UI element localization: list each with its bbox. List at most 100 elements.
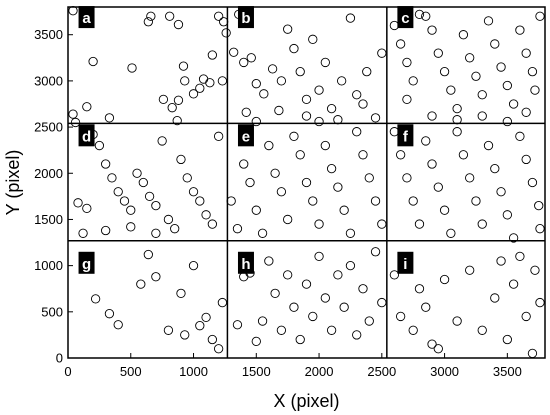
- data-point: [458, 150, 469, 160]
- data-point: [176, 288, 186, 298]
- data-point: [458, 30, 469, 40]
- y-axis-ticks: 0 500 1000 1500 2000 2500 3000 3500: [34, 27, 73, 366]
- data-point: [136, 279, 146, 289]
- data-point: [395, 39, 406, 49]
- data-point: [239, 57, 249, 68]
- x-tick-label: 0: [64, 364, 71, 379]
- data-point: [207, 50, 218, 60]
- data-point: [465, 173, 475, 183]
- data-point: [333, 115, 343, 125]
- data-point: [270, 288, 280, 298]
- data-point: [232, 320, 243, 330]
- data-point: [276, 76, 287, 86]
- x-tick-label: 1000: [179, 364, 208, 379]
- data-point: [180, 76, 190, 86]
- data-point: [144, 191, 155, 202]
- data-point: [452, 127, 462, 137]
- data-point: [178, 61, 189, 71]
- data-point: [173, 19, 184, 30]
- panel-label-text: b: [241, 10, 250, 27]
- data-point: [289, 43, 299, 54]
- data-point: [339, 302, 349, 312]
- data-point: [94, 140, 105, 151]
- data-point: [283, 24, 293, 34]
- data-point: [515, 25, 525, 35]
- panel-label-box: [397, 251, 414, 274]
- data-point: [439, 274, 450, 285]
- data-point: [158, 94, 169, 105]
- data-point: [78, 228, 88, 238]
- data-point: [433, 48, 443, 58]
- data-point: [157, 136, 167, 146]
- data-point: [274, 105, 284, 116]
- data-point: [439, 67, 450, 77]
- data-point: [251, 205, 261, 215]
- data-point: [389, 270, 400, 280]
- data-point: [508, 99, 519, 109]
- panel-label-box: [237, 6, 254, 29]
- data-point: [358, 284, 368, 294]
- y-tick-label: 3500: [34, 27, 63, 42]
- data-point: [232, 224, 243, 234]
- data-point: [82, 102, 92, 112]
- data-point: [471, 196, 481, 206]
- data-point: [339, 205, 349, 215]
- data-point: [151, 228, 161, 238]
- data-point: [414, 9, 425, 20]
- data-point: [320, 293, 330, 303]
- data-point: [283, 214, 293, 225]
- data-point: [364, 173, 374, 183]
- panel-label-box: [237, 124, 254, 147]
- data-point: [295, 334, 305, 345]
- data-point: [195, 83, 205, 93]
- data-point: [421, 302, 431, 312]
- data-point: [195, 321, 205, 331]
- data-point: [163, 325, 174, 335]
- data-point: [527, 348, 538, 359]
- data-point: [241, 107, 251, 117]
- panel-label-text: a: [82, 10, 91, 27]
- data-point: [370, 196, 381, 206]
- data-point: [172, 115, 182, 126]
- data-point: [358, 150, 368, 160]
- data-point: [352, 90, 362, 100]
- data-point: [364, 316, 374, 326]
- y-tick-label: 3000: [34, 73, 63, 88]
- data-point: [345, 13, 356, 23]
- data-point: [113, 320, 123, 330]
- data-point: [182, 173, 192, 183]
- panel-label-text: d: [82, 128, 91, 145]
- data-point: [439, 205, 450, 215]
- data-point: [402, 94, 412, 105]
- data-point: [358, 99, 368, 109]
- data-point: [414, 219, 425, 229]
- data-point: [345, 260, 356, 271]
- panel-grid-lines: [68, 7, 545, 358]
- data-point: [508, 279, 519, 289]
- data-point: [276, 325, 287, 335]
- data-point: [301, 111, 312, 121]
- data-point: [326, 325, 337, 335]
- data-point: [301, 94, 312, 105]
- data-point: [201, 312, 211, 323]
- data-point: [127, 63, 137, 73]
- data-point: [188, 89, 199, 99]
- data-point: [362, 67, 372, 77]
- panel-label-text: g: [82, 256, 91, 273]
- data-point: [521, 107, 531, 117]
- y-tick-label: 1500: [34, 212, 63, 227]
- data-point: [301, 177, 312, 188]
- data-point: [104, 113, 115, 123]
- data-point: [408, 76, 418, 86]
- data-point: [82, 203, 92, 214]
- data-point: [180, 330, 190, 340]
- data-point: [213, 131, 224, 141]
- data-point: [377, 219, 387, 229]
- data-point: [477, 325, 487, 335]
- data-point: [370, 247, 381, 257]
- x-axis-ticks: 0 500 1000 1500 2000 2500 3000 3500: [64, 353, 522, 379]
- data-point: [389, 20, 400, 31]
- data-point: [289, 302, 299, 312]
- data-point: [257, 228, 268, 238]
- data-point: [446, 85, 456, 95]
